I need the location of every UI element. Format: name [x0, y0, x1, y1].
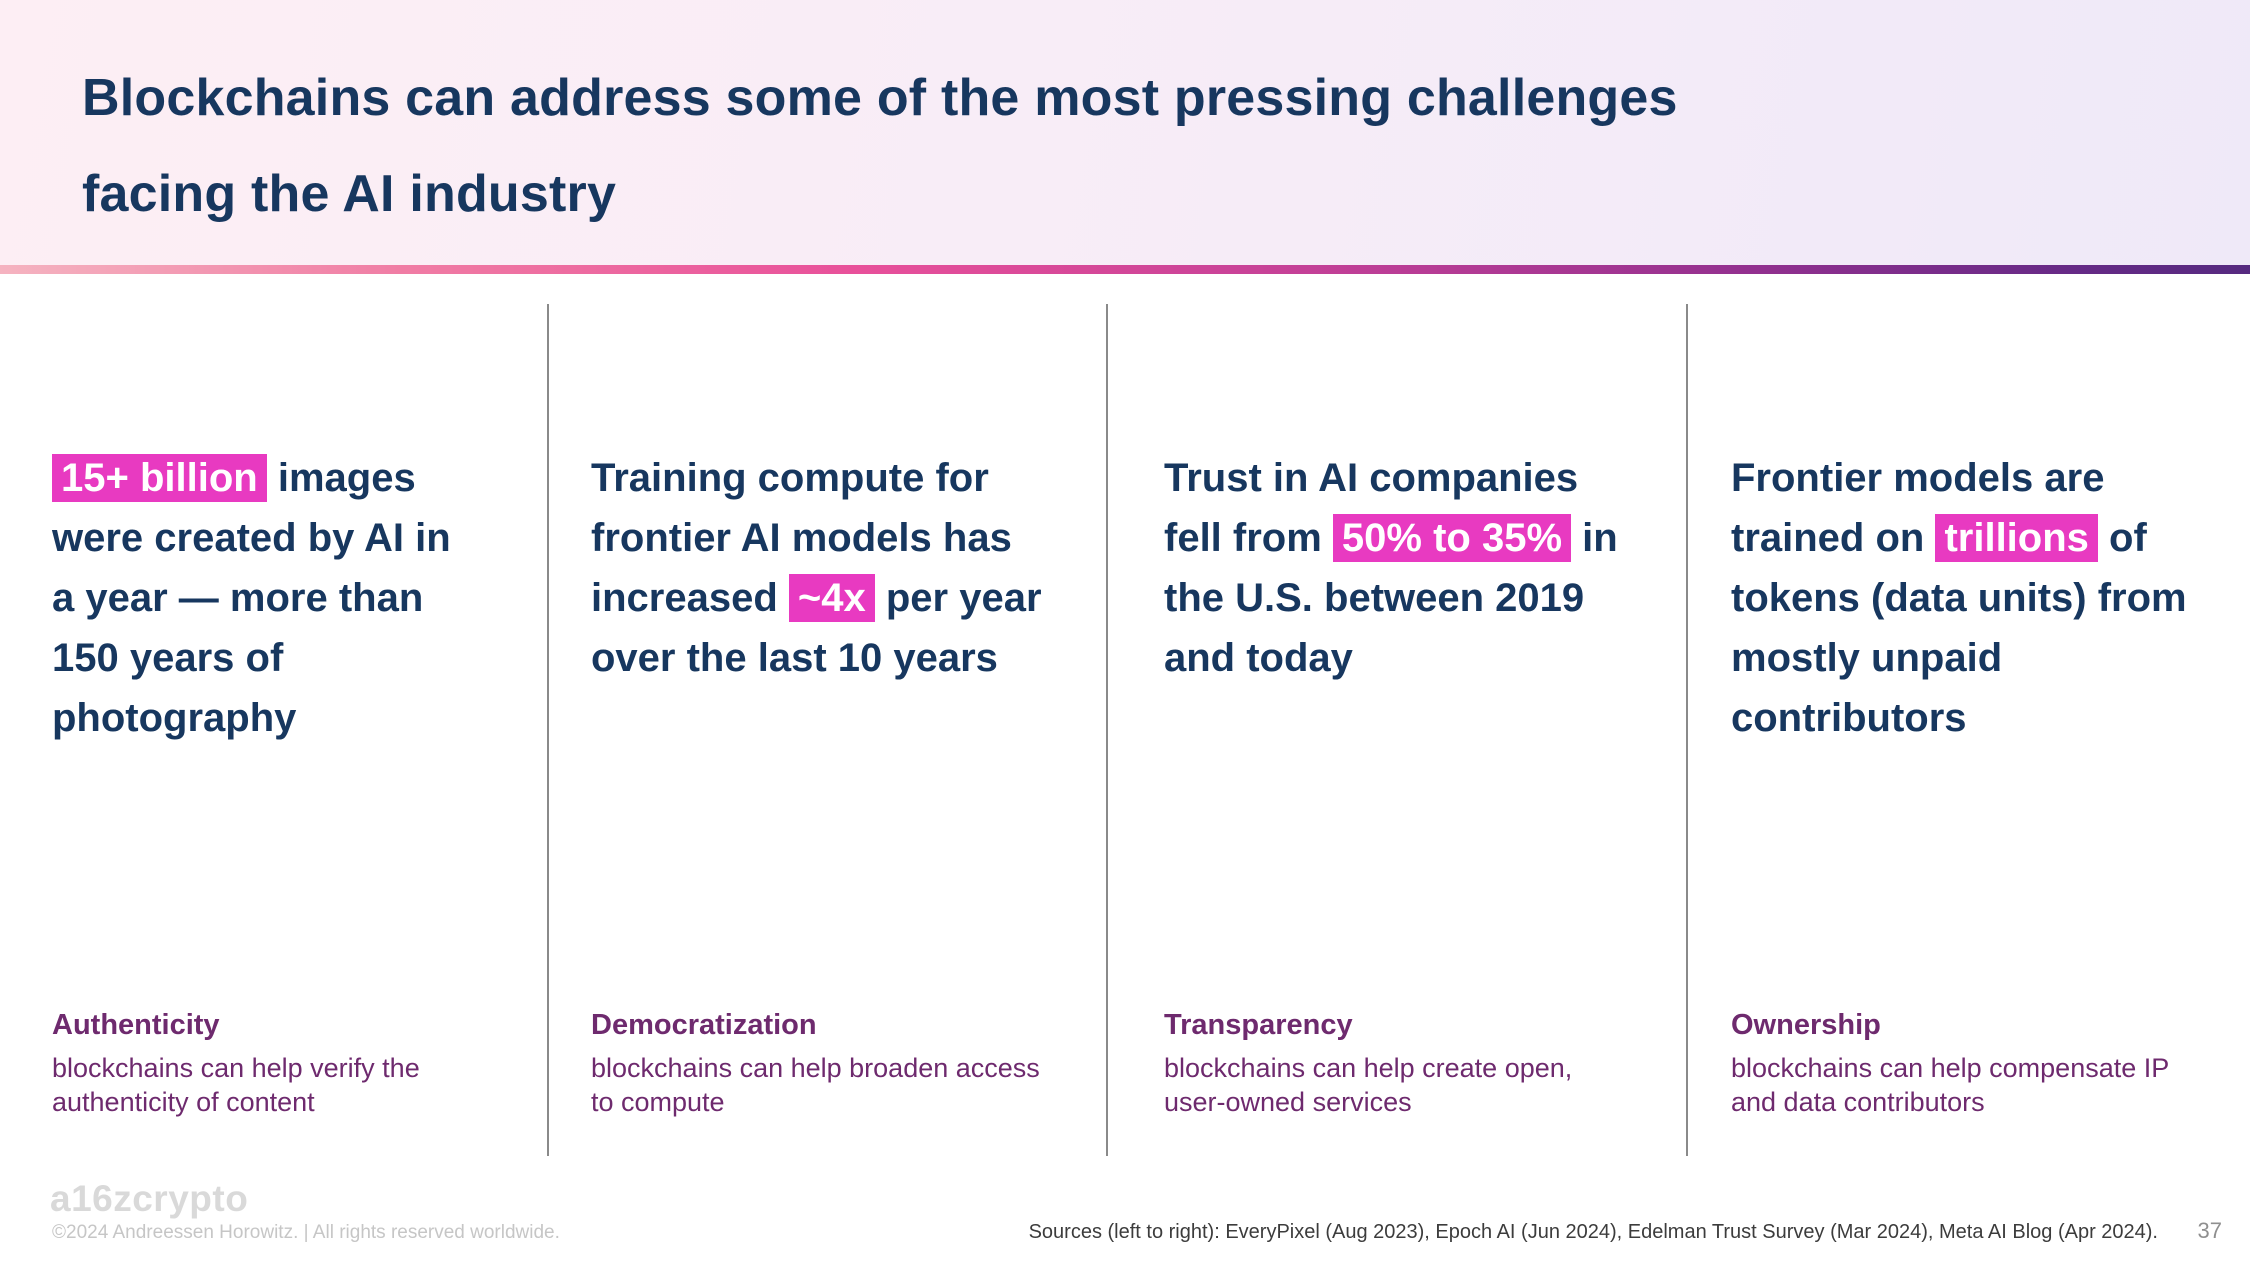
category-description: blockchains can help broaden access to c… — [591, 1053, 1040, 1117]
category-block: Ownership blockchains can help compensat… — [1731, 1009, 2201, 1120]
a16zcrypto-logo: a16zcrypto — [50, 1178, 249, 1219]
statement-highlight: trillions — [1935, 514, 2098, 562]
category-title: Ownership — [1731, 1009, 1881, 1041]
column-transparency: Trust in AI companies fell from 50% to 3… — [1106, 274, 1686, 1265]
accent-gradient-bar — [0, 265, 2250, 274]
slide-header: Blockchains can address some of the most… — [0, 0, 2250, 265]
category-description: blockchains can help create open, user-o… — [1164, 1053, 1573, 1117]
column-democratization: Training compute for frontier AI models … — [547, 274, 1106, 1265]
category-block: Authenticity blockchains can help verify… — [52, 1009, 512, 1120]
slide-title-line-1: Blockchains can address some of the most… — [82, 69, 1678, 127]
statement-text: of tokens (data units) from mostly unpai… — [1731, 516, 2187, 740]
statement-text: per year over the last 10 years — [591, 576, 1042, 680]
statement-highlight: 15+ billion — [52, 454, 267, 502]
category-description: blockchains can help verify the authenti… — [52, 1053, 420, 1117]
category-title: Authenticity — [52, 1009, 220, 1041]
statement-text: in the U.S. between 2019 and today — [1164, 516, 1618, 680]
slide-title: Blockchains can address some of the most… — [82, 50, 2160, 242]
columns-area: 15+ billion images were created by AI in… — [0, 274, 2250, 1265]
category-title: Transparency — [1164, 1009, 1353, 1041]
column-divider — [547, 304, 549, 1156]
category-block: Transparency blockchains can help create… — [1164, 1009, 1634, 1120]
page-number: 37 — [2197, 1218, 2222, 1243]
statement: Trust in AI companies fell from 50% to 3… — [1164, 448, 1624, 688]
copyright-text: ©2024 Andreessen Horowitz. | All rights … — [52, 1222, 560, 1243]
statement-text: Frontier models are trained on — [1731, 456, 2105, 560]
column-ownership: Frontier models are trained on trillions… — [1686, 274, 2250, 1265]
statement-text: Training compute for frontier AI models … — [591, 456, 1012, 620]
category-title: Democratization — [591, 1009, 817, 1041]
statement-highlight: ~4x — [788, 574, 875, 622]
column-authenticity: 15+ billion images were created by AI in… — [0, 274, 547, 1265]
category-block: Democratization blockchains can help bro… — [591, 1009, 1051, 1120]
statement: Frontier models are trained on trillions… — [1731, 448, 2241, 748]
statement: Training compute for frontier AI models … — [591, 448, 1091, 688]
statement-text: images were created by AI in a year — mo… — [52, 456, 451, 740]
slide-title-line-2: facing the AI industry — [82, 165, 617, 224]
sources-text: Sources (left to right): EveryPixel (Aug… — [1028, 1221, 2158, 1243]
statement-highlight: 50% to 35% — [1332, 514, 1572, 562]
category-description: blockchains can help compensate IP and d… — [1731, 1053, 2169, 1117]
statement-text: Trust in AI companies fell from — [1164, 456, 1579, 560]
statement: 15+ billion images were created by AI in… — [52, 448, 482, 748]
column-divider — [1686, 304, 1688, 1156]
column-divider — [1106, 304, 1108, 1156]
